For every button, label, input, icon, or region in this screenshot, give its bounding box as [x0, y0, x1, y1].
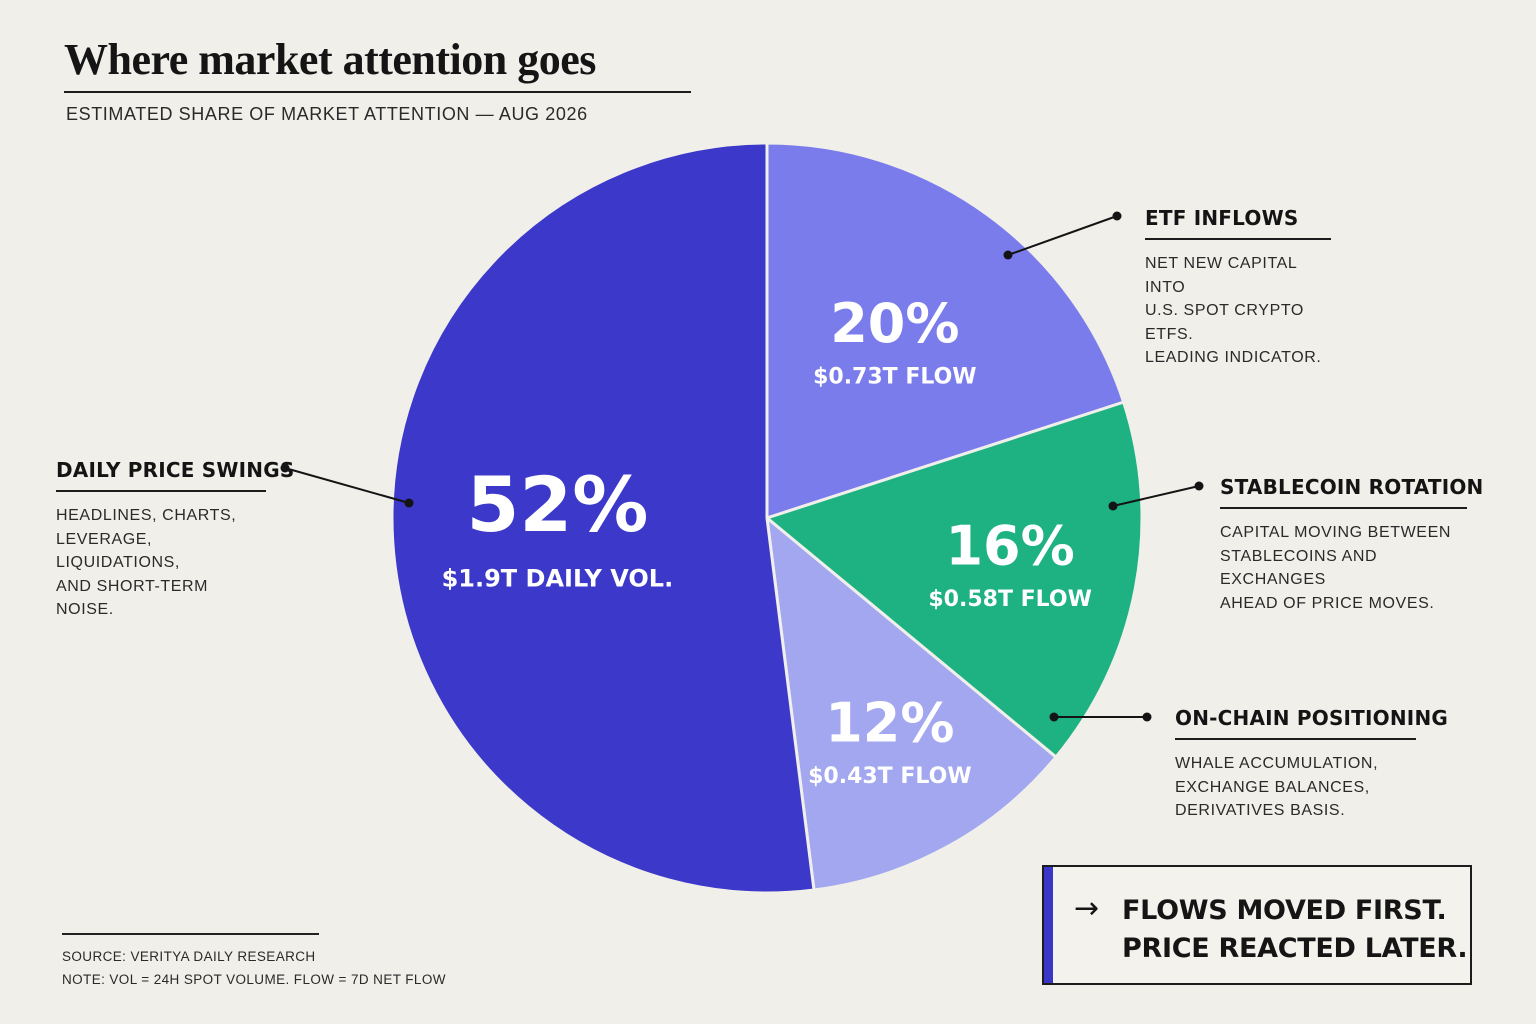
callout-description: CAPITAL MOVING BETWEEN STABLECOINS AND E…	[1220, 524, 1452, 612]
definition-note: NOTE: VOL = 24H SPOT VOLUME. FLOW = 7D N…	[62, 972, 446, 987]
callout-description: NET NEW CAPITAL INTO U.S. SPOT CRYPTO ET…	[1145, 255, 1322, 366]
leader-dot	[1003, 250, 1013, 260]
pie-slice-on-chain-positioning	[765, 516, 1058, 892]
leader-line	[1007, 215, 1118, 256]
footer-rule	[62, 933, 319, 935]
pie-slice-daily-price-swings	[390, 141, 816, 895]
title-underline	[64, 91, 691, 93]
slice-value-label: $1.9T DAILY VOL.	[442, 564, 674, 592]
callout-description: WHALE ACCUMULATION, EXCHANGE BALANCES, D…	[1175, 755, 1379, 819]
callout-daily-price-swings: DAILY PRICE SWINGS HEADLINES, CHARTS, LE…	[56, 458, 294, 622]
callout-title: ETF INFLOWS	[1145, 206, 1331, 240]
takeaway-line-1: FLOWS MOVED FIRST.	[1122, 895, 1447, 926]
callout-title: DAILY PRICE SWINGS	[56, 458, 294, 492]
callout-description: HEADLINES, CHARTS, LEVERAGE, LIQUIDATION…	[56, 507, 237, 618]
callout-title: STABLECOIN ROTATION	[1220, 475, 1483, 509]
leader-dot	[1049, 712, 1059, 722]
arrow-right-icon: →	[1074, 891, 1100, 926]
leader-line	[284, 467, 410, 504]
slice-percent-label: 20%	[830, 292, 959, 355]
callout-on-chain-positioning: ON-CHAIN POSITIONING WHALE ACCUMULATION,…	[1175, 706, 1448, 823]
takeaway-box: → FLOWS MOVED FIRST. PRICE REACTED LATER…	[1042, 865, 1472, 985]
takeaway-line-2: PRICE REACTED LATER.	[1122, 933, 1468, 964]
leader-dot	[1112, 211, 1122, 221]
leader-dot	[1142, 712, 1152, 722]
leader-dot	[280, 463, 290, 473]
slice-value-label: $0.58T FLOW	[928, 587, 1092, 612]
leader-line	[1112, 485, 1200, 507]
takeaway-accent-bar	[1044, 867, 1053, 983]
leader-dot	[1194, 481, 1204, 491]
source-note: SOURCE: VERITYA DAILY RESEARCH	[62, 949, 316, 964]
slice-percent-label: 12%	[825, 691, 954, 754]
leader-dot	[1108, 501, 1118, 511]
slice-value-label: $0.43T FLOW	[808, 764, 972, 789]
page-subtitle: ESTIMATED SHARE OF MARKET ATTENTION — AU…	[66, 104, 588, 124]
page-title: Where market attention goes	[64, 35, 596, 84]
pie-slice-etf-inflows	[765, 141, 1126, 520]
leader-dot	[404, 498, 414, 508]
slice-percent-label: 52%	[466, 460, 648, 549]
callout-stablecoin-rotation: STABLECOIN ROTATION CAPITAL MOVING BETWE…	[1220, 475, 1483, 615]
callout-title: ON-CHAIN POSITIONING	[1175, 706, 1448, 740]
slice-value-label: $0.73T FLOW	[813, 365, 977, 390]
callout-etf-inflows: ETF INFLOWS NET NEW CAPITAL INTO U.S. SP…	[1145, 206, 1331, 370]
slice-percent-label: 16%	[945, 514, 1074, 577]
pie-slice-stablecoin-rotation	[765, 400, 1144, 759]
